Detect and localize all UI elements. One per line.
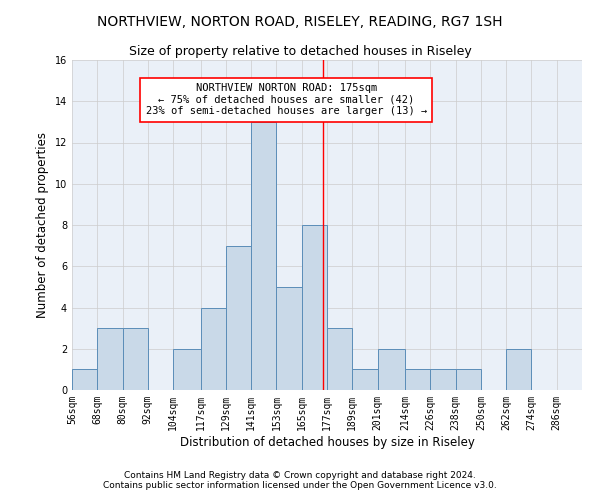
Bar — [405, 370, 430, 390]
Bar — [72, 370, 97, 390]
Bar — [173, 349, 200, 390]
Bar — [455, 370, 481, 390]
Bar — [352, 370, 377, 390]
Y-axis label: Number of detached properties: Number of detached properties — [36, 132, 49, 318]
Bar — [200, 308, 226, 390]
Bar — [327, 328, 352, 390]
Bar — [122, 328, 148, 390]
Bar — [302, 225, 327, 390]
Text: NORTHVIEW NORTON ROAD: 175sqm
← 75% of detached houses are smaller (42)
23% of s: NORTHVIEW NORTON ROAD: 175sqm ← 75% of d… — [146, 83, 427, 116]
Bar — [377, 349, 405, 390]
Text: Contains HM Land Registry data © Crown copyright and database right 2024.
Contai: Contains HM Land Registry data © Crown c… — [103, 470, 497, 490]
Bar — [97, 328, 122, 390]
Bar — [251, 122, 277, 390]
Text: Size of property relative to detached houses in Riseley: Size of property relative to detached ho… — [128, 45, 472, 58]
Bar — [506, 349, 532, 390]
Bar — [277, 287, 302, 390]
Bar — [226, 246, 251, 390]
X-axis label: Distribution of detached houses by size in Riseley: Distribution of detached houses by size … — [179, 436, 475, 448]
Text: NORTHVIEW, NORTON ROAD, RISELEY, READING, RG7 1SH: NORTHVIEW, NORTON ROAD, RISELEY, READING… — [97, 15, 503, 29]
Bar — [430, 370, 455, 390]
